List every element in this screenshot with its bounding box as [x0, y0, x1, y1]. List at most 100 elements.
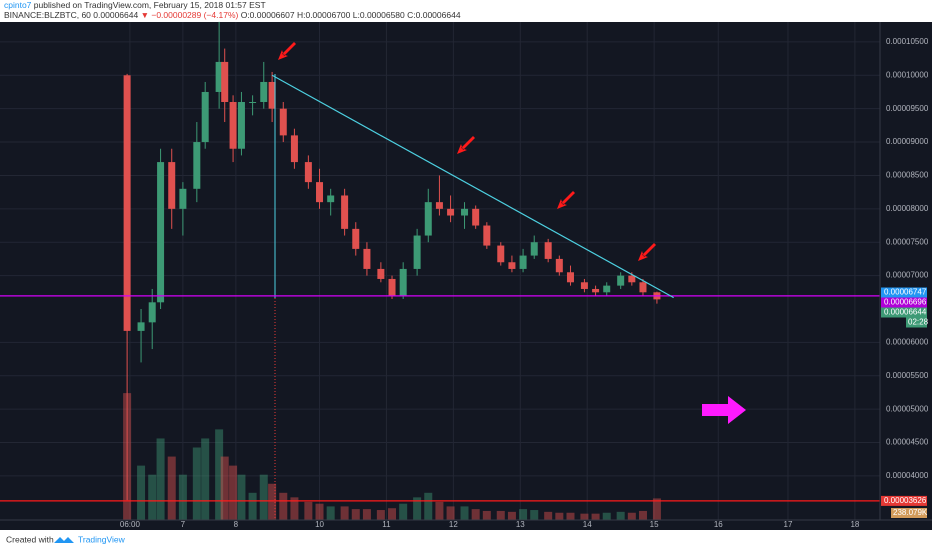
y-tick-label: 0.00009500: [886, 104, 929, 113]
x-tick-label: 18: [850, 520, 859, 529]
footer-bar: [0, 530, 932, 550]
trendline: [271, 74, 674, 299]
arrow: [638, 243, 656, 261]
change: ▼ −0.00000289 (−4.17%): [141, 10, 239, 20]
candle-body: [193, 142, 201, 189]
candle-layer: [123, 21, 661, 501]
drawing-layer: [0, 74, 880, 502]
volume-bar: [156, 438, 165, 520]
y-tick-label: 0.00005500: [886, 371, 929, 380]
volume-bar: [259, 474, 268, 520]
publisher[interactable]: cpinto7: [4, 0, 32, 10]
x-tick-label: 10: [315, 520, 324, 529]
y-tick-label: 0.00007500: [886, 237, 929, 246]
volume-bar: [399, 503, 408, 520]
arrow: [557, 191, 575, 209]
price-label-bg: [881, 495, 927, 506]
y-tick-label: 0.00004000: [886, 471, 929, 480]
candle-body: [399, 268, 407, 296]
footer-brand[interactable]: TradingView: [78, 534, 126, 544]
candle-body: [168, 162, 176, 209]
price-label: 0.00006747: [884, 288, 927, 297]
price-label-bg: [881, 297, 927, 308]
candle-body: [377, 268, 385, 279]
volume-bar: [424, 492, 433, 520]
price-label-bg: [881, 307, 927, 318]
candle-body: [508, 262, 516, 269]
candle-body: [592, 288, 600, 293]
volume-bar: [315, 503, 324, 520]
x-tick-label: 16: [714, 520, 723, 529]
x-tick-label: 17: [784, 520, 793, 529]
volume-bar: [388, 508, 397, 520]
volume-bar: [215, 429, 224, 520]
volume-bar: [178, 474, 187, 520]
volume-bar: [248, 492, 257, 520]
candle-body: [603, 285, 611, 293]
header-bar: [0, 0, 932, 22]
header-line-2: BINANCE:BLZBTC, 60 0.00006644 ▼ −0.00000…: [4, 10, 461, 20]
header-line-1: cpinto7 published on TradingView.com, Fe…: [4, 0, 266, 10]
candle-body: [229, 101, 237, 149]
candle-body: [617, 275, 625, 286]
volume-bar: [471, 509, 480, 520]
volume-bar: [376, 510, 385, 520]
candle-body: [424, 202, 432, 236]
candle-body: [304, 162, 312, 183]
candle-body: [290, 135, 298, 163]
x-tick-label: 06:00: [120, 520, 141, 529]
candle-body: [249, 101, 257, 103]
published: published on TradingView.com, February 1…: [34, 0, 266, 10]
candle-body: [544, 242, 552, 259]
symbol: BINANCE:BLZBTC, 60: [4, 10, 91, 20]
volume-bar: [413, 497, 422, 520]
candle-body: [237, 101, 245, 149]
y-tick-label: 0.00006000: [886, 337, 929, 346]
close: C:0.00006644: [407, 10, 461, 20]
volume-bar: [638, 510, 647, 520]
footer-created: Created with: [6, 534, 54, 544]
y-tick-label: 0.00010000: [886, 70, 929, 79]
volume-bar: [530, 510, 539, 520]
brand-logo: [54, 537, 74, 543]
x-tick-label: 7: [181, 520, 186, 529]
y-tick-label: 0.00005000: [886, 404, 929, 413]
candle-body: [157, 162, 165, 303]
x-tick-label: 13: [516, 520, 525, 529]
grid-layer: [0, 22, 880, 520]
volume-bar: [137, 465, 146, 520]
x-tick-label: 8: [234, 520, 239, 529]
low: L:0.00006580: [353, 10, 405, 20]
candle-body: [519, 255, 527, 269]
candle-body: [639, 282, 647, 293]
right-arrow: [702, 396, 746, 424]
high: H:0.00006700: [297, 10, 351, 20]
candle-body: [435, 202, 443, 209]
price-label: 0.00006644: [884, 308, 927, 317]
volume-bar: [148, 474, 157, 520]
volume-bar: [627, 512, 636, 520]
volume-bar: [220, 456, 229, 520]
candle-body: [483, 225, 491, 246]
y-tick-label: 0.00008000: [886, 204, 929, 213]
volume-bar: [652, 498, 661, 520]
y-tick-label: 0.00009000: [886, 137, 929, 146]
candle-body: [341, 195, 349, 229]
price-label: 0.00006696: [884, 298, 927, 307]
candle-body: [279, 108, 287, 136]
volume-bar: [555, 512, 564, 520]
volume-bar: [326, 506, 335, 520]
candle-body: [580, 282, 588, 289]
x-tick-label: 15: [650, 520, 659, 529]
volume-bar: [167, 456, 176, 520]
y-tick-label: 0.00007000: [886, 271, 929, 280]
candle-body: [472, 208, 480, 226]
volume-bar: [362, 509, 371, 520]
volume-label: 238.079K: [893, 508, 928, 517]
candle-body: [352, 228, 360, 249]
candle-body: [555, 258, 563, 273]
volume-bar: [602, 512, 611, 520]
arrow: [278, 42, 296, 60]
volume-bar: [566, 512, 575, 520]
